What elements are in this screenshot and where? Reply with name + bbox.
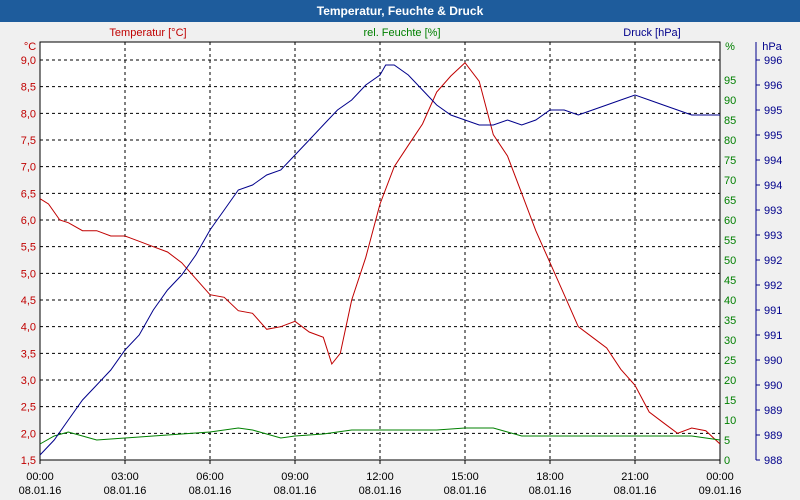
pressure-tick-label: 990 (764, 355, 782, 367)
temperature-tick-label: 2,5 (21, 402, 36, 414)
temperature-tick-label: 5,0 (21, 268, 36, 280)
x-tick-time: 09:00 (281, 471, 309, 483)
temperature-tick-label: 6,5 (21, 188, 36, 200)
humidity-tick-label: 45 (724, 275, 736, 287)
humidity-tick-label: 10 (724, 415, 736, 427)
pressure-tick-label: 996 (764, 80, 782, 92)
pressure-tick-label: 992 (764, 255, 782, 267)
temperature-tick-label: 3,0 (21, 375, 36, 387)
pressure-tick-label: 994 (764, 155, 782, 167)
humidity-tick-label: 60 (724, 215, 736, 227)
humidity-tick-label: 80 (724, 135, 736, 147)
temperature-tick-label: 6,0 (21, 215, 36, 227)
temperature-tick-label: 2,0 (21, 428, 36, 440)
humidity-tick-label: 25 (724, 355, 736, 367)
pressure-tick-label: 989 (764, 405, 782, 417)
humidity-tick-label: 15 (724, 395, 736, 407)
temperature-tick-label: 8,5 (21, 82, 36, 94)
pressure-line (39, 64, 720, 456)
window-title: Temperatur, Feuchte & Druck (0, 0, 800, 22)
humidity-tick-label: 5 (724, 435, 730, 447)
humidity-tick-label: 55 (724, 235, 736, 247)
axis-text: 00:00 08.01.16 03:00 08.01.16 06:00 08.01.16 0… (19, 27, 783, 497)
x-tick-time: 21:00 (621, 471, 649, 483)
temperature-tick-label: 4,0 (21, 322, 36, 334)
temperature-tick-label: 7,0 (21, 162, 36, 174)
humidity-tick-label: 50 (724, 255, 736, 267)
temperature-tick-label: 4,5 (21, 295, 36, 307)
x-tick-time: 12:00 (366, 471, 394, 483)
x-tick-date: 08.01.16 (274, 485, 317, 497)
temperature-tick-label: 3,5 (21, 348, 36, 360)
humidity-tick-label: 40 (724, 295, 736, 307)
pressure-tick-label: 993 (764, 205, 782, 217)
humidity-axis-title: rel. Feuchte [%] (363, 27, 440, 39)
temperature-tick-label: 8,0 (21, 108, 36, 120)
humidity-tick-label: 35 (724, 315, 736, 327)
temperature-line (39, 61, 721, 445)
pressure-tick-label: 991 (764, 305, 782, 317)
x-tick-time: 00:00 (706, 471, 734, 483)
temperature-tick-label: 9,0 (21, 55, 36, 67)
x-tick-date: 09.01.16 (699, 485, 742, 497)
humidity-tick-label: 20 (724, 375, 736, 387)
humidity-tick-label: 75 (724, 155, 736, 167)
pressure-tick-label: 990 (764, 380, 782, 392)
humidity-tick-label: 90 (724, 95, 736, 107)
series-layer (39, 61, 721, 456)
chart: 00:00 08.01.16 03:00 08.01.16 06:00 08.01.16 0… (19, 27, 783, 497)
x-tick-time: 18:00 (536, 471, 564, 483)
temperature-tick-label: 7,5 (21, 135, 36, 147)
x-tick-date: 08.01.16 (359, 485, 402, 497)
pressure-tick-label: 995 (764, 105, 782, 117)
pressure-tick-label: 993 (764, 230, 782, 242)
humidity-tick-label: 85 (724, 115, 736, 127)
pressure-unit: hPa (762, 41, 782, 53)
x-tick-date: 08.01.16 (529, 485, 572, 497)
x-tick-date: 08.01.16 (614, 485, 657, 497)
x-tick-time: 15:00 (451, 471, 479, 483)
humidity-line (39, 427, 721, 445)
humidity-tick-label: 70 (724, 175, 736, 187)
pressure-axis-title: Druck [hPa] (623, 27, 680, 39)
temperature-tick-label: 1,5 (21, 455, 36, 467)
humidity-unit: % (725, 41, 735, 53)
x-tick-time: 03:00 (111, 471, 139, 483)
pressure-tick-label: 996 (764, 55, 782, 67)
pressure-tick-label: 995 (764, 130, 782, 142)
x-tick-date: 08.01.16 (19, 485, 62, 497)
temperature-unit: °C (24, 41, 36, 53)
x-tick-date: 08.01.16 (189, 485, 232, 497)
humidity-tick-label: 65 (724, 195, 736, 207)
x-tick-date: 08.01.16 (444, 485, 487, 497)
pressure-tick-label: 994 (764, 180, 782, 192)
x-tick-time: 06:00 (196, 471, 224, 483)
humidity-tick-label: 30 (724, 335, 736, 347)
x-tick-date: 08.01.16 (104, 485, 147, 497)
humidity-tick-label: 0 (724, 455, 730, 467)
pressure-tick-label: 989 (764, 430, 782, 442)
temperature-tick-label: 5,5 (21, 242, 36, 254)
x-tick-time: 00:00 (26, 471, 54, 483)
humidity-tick-label: 95 (724, 75, 736, 87)
pressure-tick-label: 988 (764, 455, 782, 467)
temperature-axis-title: Temperatur [°C] (109, 27, 186, 39)
pressure-tick-label: 992 (764, 280, 782, 292)
pressure-tick-label: 991 (764, 330, 782, 342)
